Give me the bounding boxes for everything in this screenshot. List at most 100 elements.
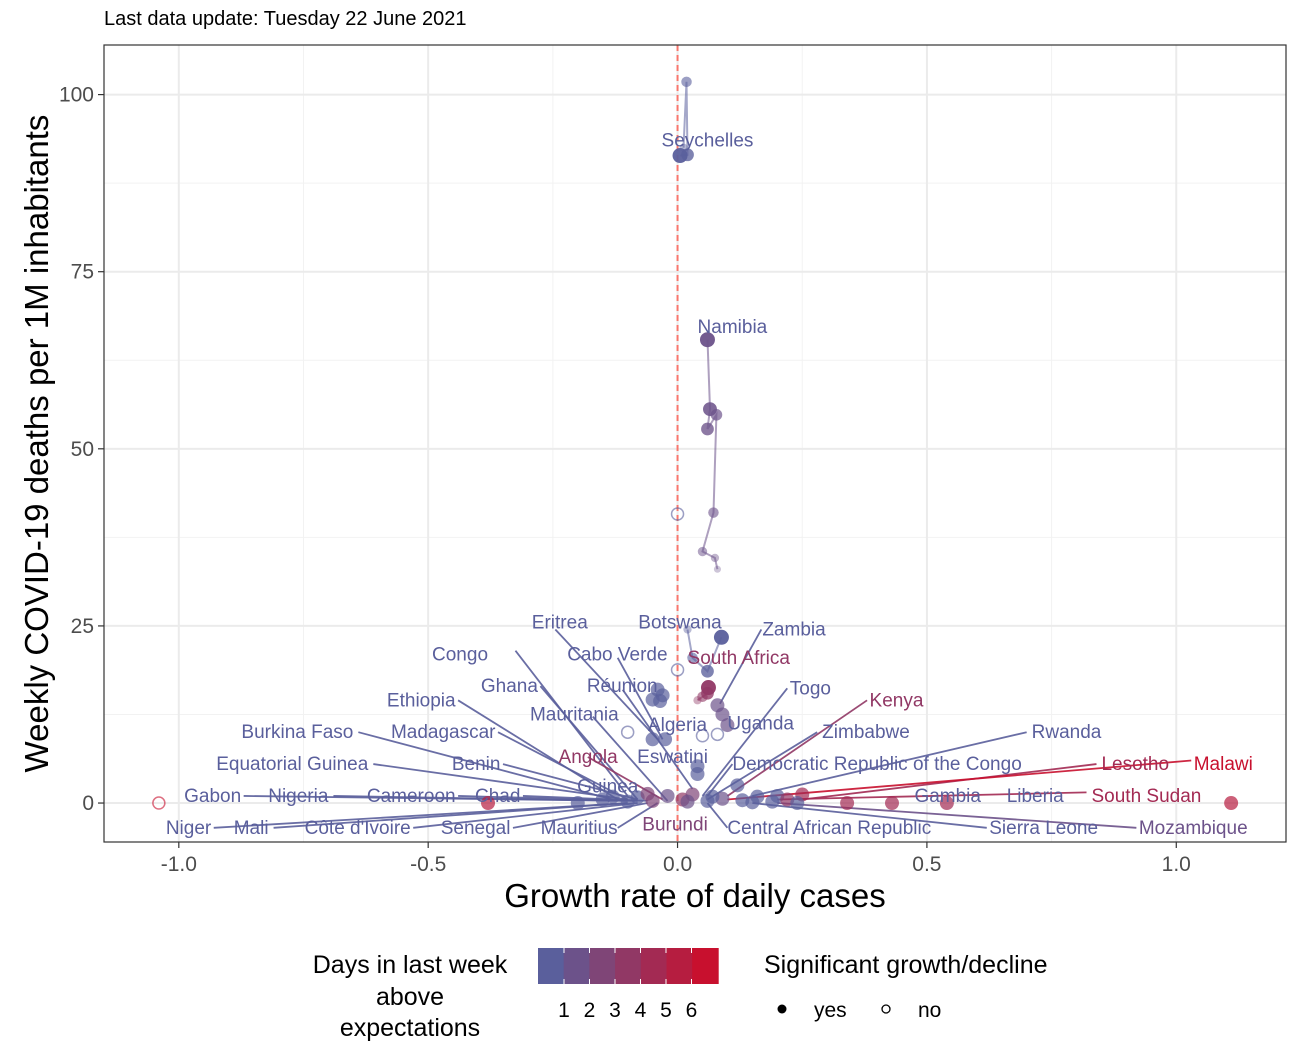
- leader-line: [497, 731, 629, 801]
- y-tick-label: 75: [71, 261, 94, 284]
- point-significant: [765, 794, 780, 809]
- country-label: Guinea: [577, 777, 639, 798]
- point-significant: [715, 707, 730, 722]
- x-axis: -1.0 -0.5 0.0 0.5 1.0: [161, 842, 1191, 876]
- trail-point: [697, 546, 708, 557]
- country-label: Madagascar: [391, 722, 496, 743]
- country-label: Gabon: [184, 786, 241, 807]
- leader-line: [706, 802, 729, 829]
- country-label: Zimbabwe: [822, 722, 910, 743]
- leader-line: [706, 731, 818, 801]
- leader-line: [752, 731, 1027, 797]
- legend-color-swatch: [589, 948, 616, 984]
- trail-point: [687, 652, 698, 664]
- country-label: Democratic Republic of the Congo: [732, 754, 1021, 775]
- point-significant: [939, 796, 954, 811]
- leader-line: [719, 629, 763, 705]
- country-trails: [672, 76, 729, 705]
- legend-color-label: 6: [686, 999, 698, 1022]
- legend-color-swatch: [666, 948, 693, 984]
- point-significant: [720, 718, 735, 733]
- point-significant: [570, 796, 585, 811]
- legend-color-label: 5: [660, 999, 672, 1022]
- country-label: Congo: [432, 644, 488, 665]
- x-axis-title: Growth rate of daily cases: [504, 877, 886, 914]
- leader-line: [802, 763, 1097, 801]
- legend-shape-yes-label: yes: [814, 999, 847, 1022]
- leader-line: [777, 791, 1087, 801]
- leader-line: [701, 687, 788, 797]
- point-significant: [840, 796, 855, 811]
- country-label: Eritrea: [532, 612, 588, 633]
- plot-panel: [104, 45, 1286, 842]
- country-label: Zambia: [762, 619, 826, 640]
- y-tick-label: 100: [59, 84, 94, 107]
- trail-point: [708, 507, 719, 518]
- country-label: Namibia: [698, 317, 768, 338]
- legend-shape-no-symbol: [881, 1004, 891, 1014]
- point-not-significant: [152, 796, 166, 810]
- trail-point: [713, 629, 729, 645]
- country-label: Sierra Leone: [989, 818, 1098, 839]
- legend-color-swatch: [563, 948, 591, 984]
- country-label: Botswana: [638, 612, 722, 633]
- country-label: Malawi: [1194, 754, 1253, 775]
- country-label: Burundi: [642, 814, 708, 835]
- point-significant: [605, 789, 620, 804]
- country-label: Cameroon: [367, 786, 456, 807]
- leader-line: [752, 802, 987, 829]
- point-significant: [481, 796, 496, 811]
- data-points: [152, 507, 1239, 811]
- country-label: Kenya: [870, 690, 924, 711]
- y-axis-title: Weekly COVID-19 deaths per 1M inhabitant…: [18, 115, 55, 773]
- legend-color-swatch: [615, 948, 642, 984]
- chart-subtitle: Last data update: Tuesday 22 June 2021: [104, 8, 467, 30]
- country-label: Seychelles: [662, 131, 754, 152]
- point-significant: [660, 788, 675, 803]
- country-label: Chad: [475, 786, 520, 807]
- point-not-significant: [710, 727, 725, 742]
- country-label: Mauritania: [530, 704, 619, 725]
- country-label: Equatorial Guinea: [216, 754, 369, 775]
- legend-color-label: 4: [635, 999, 647, 1022]
- country-label: Lesotho: [1101, 754, 1169, 775]
- leader-line: [273, 802, 628, 829]
- trail-point: [710, 553, 720, 563]
- country-label: South Africa: [688, 648, 791, 669]
- legend-color-title: above: [376, 983, 444, 1011]
- leader-line: [726, 699, 868, 797]
- country-label: Réunion: [587, 676, 658, 697]
- point-significant: [658, 732, 673, 747]
- trail-point: [703, 402, 717, 417]
- point-significant: [690, 766, 705, 781]
- country-label: Côte d'Ivoire: [305, 818, 411, 839]
- country-label: Uganda: [727, 714, 794, 735]
- point-significant: [1224, 796, 1239, 811]
- leader-line: [358, 731, 613, 801]
- point-significant: [680, 794, 695, 809]
- point-significant: [645, 732, 660, 747]
- plot-border: [103, 44, 1287, 843]
- y-axis: 0 25 50 75 100: [59, 84, 104, 815]
- country-label: Algeria: [648, 715, 708, 736]
- trail-point: [681, 76, 692, 88]
- country-label: Angola: [559, 747, 619, 768]
- point-significant: [705, 789, 720, 804]
- trail-point: [699, 332, 715, 348]
- trail-point: [701, 422, 714, 436]
- x-tick-label: 0.5: [912, 853, 941, 876]
- leader-line: [592, 716, 669, 802]
- point-significant: [730, 778, 745, 793]
- country-label: Liberia: [1007, 786, 1064, 807]
- point-significant: [745, 795, 760, 810]
- leader-line: [413, 802, 638, 829]
- x-tick-label: -1.0: [161, 853, 197, 876]
- point-significant: [640, 786, 655, 801]
- country-label: Nigeria: [268, 786, 329, 807]
- leader-line: [457, 699, 619, 801]
- point-not-significant: [695, 728, 710, 743]
- country-label: Eswatini: [637, 747, 708, 768]
- trail-point: [700, 680, 716, 696]
- trail-line: [686, 629, 723, 673]
